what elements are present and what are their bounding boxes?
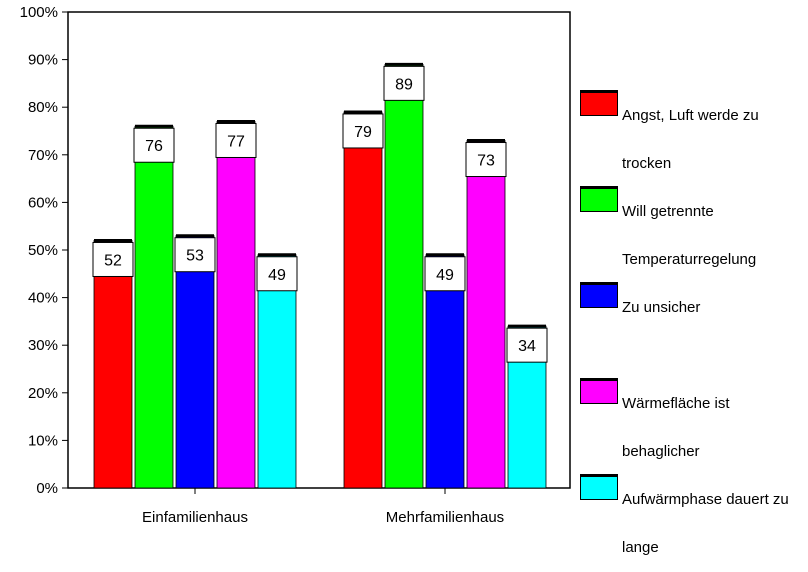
y-tick-label: 20% [28,385,58,402]
legend-swatch [580,90,618,116]
y-tick-label: 10% [28,432,58,449]
bar [466,140,506,489]
y-tick-label: 80% [28,99,58,116]
data-label: 49 [436,267,454,284]
data-label-box [465,142,507,178]
data-label: 79 [354,124,372,141]
x-tick-label: Einfamilienhaus [142,509,248,526]
bar-chart: 0% 10% 20% 30% 40% 50% 60% 70% 80% 90% 100% Einfami… [20,4,789,556]
chart-legend: Angst, Luft werde zu trocken Will getrenn… [580,78,806,558]
data-label-box [174,237,216,273]
data-label-box [256,256,298,292]
data-label: 73 [477,153,495,170]
bar [343,111,383,489]
bar [384,63,424,489]
legend-item: Will getrennte Temperaturregelung [580,174,806,270]
x-tick-label: Mehrfamilienhaus [386,509,504,526]
legend-item: Wärmefläche ist behaglicher [580,366,806,462]
data-label-box [383,65,425,101]
y-tick-label: 50% [28,242,58,259]
data-label: 76 [145,138,163,155]
bar [93,240,133,489]
y-tick-label: 60% [28,194,58,211]
data-label-box [424,256,466,292]
y-tick-label: 90% [28,52,58,69]
legend-label: Angst, Luft werde zu trocken [622,107,759,172]
legend-swatch [580,378,618,404]
bar [134,125,174,489]
chart-plot-area: 0% 10% 20% 30% 40% 50% 60% 70% 80% 90% 100% Einfami… [20,4,571,526]
data-label-box [215,122,257,158]
data-label: 34 [518,338,536,355]
y-tick-label: 30% [28,337,58,354]
data-label-box [506,327,548,363]
data-label: 53 [186,248,204,265]
data-label: 49 [268,267,286,284]
y-tick-label: 70% [28,147,58,164]
data-label-box [92,241,134,277]
legend-label: Will getrennte Temperaturregelung [622,203,757,268]
data-label-box [342,113,384,149]
legend-item: Angst, Luft werde zu trocken [580,78,806,174]
data-label: 89 [395,76,413,93]
legend-swatch [580,282,618,308]
y-tick-label: 40% [28,290,58,307]
data-label-box [133,127,175,163]
legend-label: Wärmefläche ist behaglicher [622,395,730,460]
legend-swatch [580,474,618,500]
bar [175,235,215,489]
data-label: 77 [227,133,245,150]
legend-item: Zu unsicher [580,270,806,366]
y-tick-label: 0% [36,480,58,497]
legend-swatch [580,186,618,212]
bar [216,121,256,489]
data-label: 52 [104,252,122,269]
legend-label: Aufwärmphase dauert zu lange [622,491,789,556]
legend-item: Aufwärmphase dauert zu lange [580,462,806,558]
bar [257,254,297,489]
legend-label: Zu unsicher [622,299,701,316]
y-tick-label: 100% [20,4,58,21]
